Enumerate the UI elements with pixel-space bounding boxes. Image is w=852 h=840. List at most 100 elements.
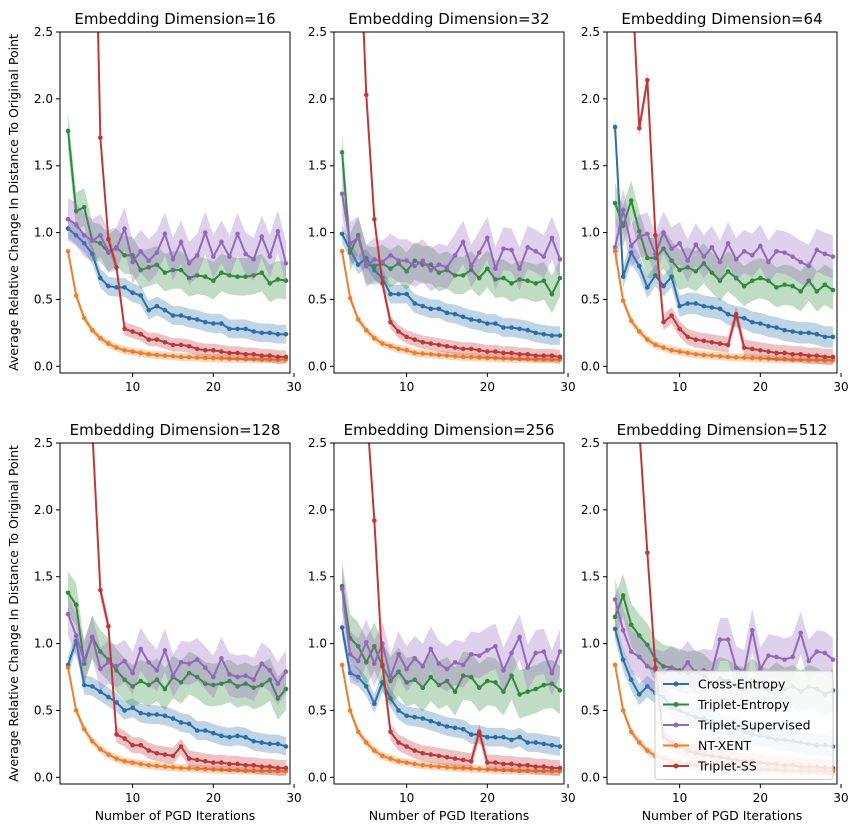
point-cross-entropy: [130, 290, 135, 296]
point-nt-xent: [814, 357, 820, 363]
point-triplet-ss: [130, 329, 135, 334]
point-triplet-entropy: [661, 664, 666, 669]
point-nt-xent: [476, 766, 482, 772]
point-nt-xent: [202, 766, 208, 772]
point-cross-entropy: [766, 323, 771, 329]
point-triplet-supervised: [669, 665, 674, 670]
point-triplet-supervised: [428, 267, 434, 273]
line-triplet-supervised: [341, 193, 561, 272]
point-triplet-supervised: [525, 665, 530, 670]
point-triplet-supervised: [202, 230, 208, 235]
point-cross-entropy: [557, 744, 563, 749]
point-triplet-supervised: [106, 660, 111, 665]
point-cross-entropy: [798, 330, 803, 336]
point-nt-xent: [380, 753, 385, 759]
point-triplet-entropy: [283, 686, 289, 692]
point-triplet-entropy: [412, 258, 418, 263]
point-nt-xent: [436, 352, 442, 358]
point-triplet-supervised: [806, 658, 812, 664]
point-cross-entropy: [259, 330, 265, 336]
point-triplet-supervised: [283, 669, 289, 674]
point-triplet-supervised: [485, 235, 490, 241]
y-tick-label: 0.5: [581, 703, 600, 717]
point-nt-xent: [227, 767, 232, 773]
point-triplet-entropy: [275, 696, 281, 701]
point-triplet-ss: [557, 765, 563, 771]
point-triplet-supervised: [283, 261, 289, 266]
point-triplet-ss: [412, 337, 418, 342]
legend-label-triplet-entropy: Triplet-Entropy: [697, 697, 790, 712]
point-cross-entropy: [636, 692, 642, 697]
point-triplet-entropy: [73, 602, 79, 608]
point-nt-xent: [628, 729, 634, 735]
point-triplet-ss: [170, 753, 176, 759]
y-tick-label: 1.5: [308, 570, 327, 584]
point-triplet-entropy: [162, 686, 168, 692]
point-triplet-entropy: [717, 278, 723, 284]
point-nt-xent: [106, 341, 111, 346]
line-nt-xent: [341, 251, 560, 361]
point-triplet-entropy: [468, 267, 474, 273]
point-cross-entropy: [525, 327, 530, 333]
point-triplet-entropy: [283, 278, 289, 284]
point-triplet-entropy: [701, 261, 707, 266]
point-triplet-entropy: [122, 677, 127, 682]
y-tick-label: 2.5: [308, 25, 327, 39]
point-nt-xent: [347, 295, 353, 301]
x-tick-label: 20: [753, 791, 768, 805]
point-cross-entropy: [283, 744, 289, 749]
point-cross-entropy: [73, 232, 79, 238]
point-nt-xent: [98, 746, 103, 752]
point-triplet-entropy: [485, 266, 490, 271]
point-cross-entropy: [636, 263, 642, 269]
point-triplet-entropy: [194, 674, 200, 680]
point-triplet-ss: [275, 354, 281, 360]
point-nt-xent: [766, 356, 771, 362]
point-triplet-supervised: [525, 244, 530, 250]
point-triplet-entropy: [645, 255, 650, 261]
point-triplet-ss: [194, 757, 200, 763]
point-cross-entropy: [211, 730, 216, 736]
point-cross-entropy: [162, 307, 168, 313]
point-triplet-supervised: [138, 646, 144, 652]
point-triplet-supervised: [741, 249, 747, 254]
point-cross-entropy: [782, 327, 787, 333]
point-triplet-supervised: [194, 657, 200, 662]
x-tick-label: 10: [399, 791, 414, 805]
point-triplet-supervised: [227, 254, 232, 259]
x-tick-label: 20: [480, 380, 495, 394]
point-triplet-supervised: [347, 651, 353, 657]
point-triplet-supervised: [363, 263, 369, 269]
point-triplet-supervised: [806, 263, 812, 269]
y-tick-label: 1.5: [581, 159, 600, 173]
point-cross-entropy: [98, 689, 103, 695]
point-triplet-ss: [243, 351, 248, 357]
point-triplet-supervised: [645, 664, 650, 669]
point-triplet-entropy: [709, 270, 715, 276]
y-tick-label: 2.0: [308, 503, 327, 517]
panel-5: Embedding Dimension=256 0.0 0.5 1.0 1.5 2.0 2.…: [308, 421, 576, 823]
point-cross-entropy: [243, 326, 248, 332]
x-tick-label: 30: [286, 791, 301, 805]
point-nt-xent: [227, 356, 232, 362]
point-nt-xent: [653, 342, 658, 348]
band-triplet-entropy: [342, 133, 560, 313]
point-triplet-supervised: [412, 263, 418, 269]
point-nt-xent: [533, 768, 539, 774]
panel-title: Embedding Dimension=16: [74, 10, 275, 28]
point-cross-entropy: [677, 303, 682, 309]
point-triplet-entropy: [372, 263, 377, 269]
point-triplet-entropy: [541, 278, 547, 284]
point-triplet-supervised: [766, 653, 771, 658]
point-triplet-entropy: [557, 688, 563, 693]
point-triplet-ss: [404, 334, 409, 340]
point-triplet-supervised: [685, 660, 691, 665]
point-nt-xent: [235, 768, 240, 773]
point-triplet-supervised: [396, 258, 401, 263]
panel-title: Embedding Dimension=128: [70, 421, 281, 439]
point-nt-xent: [219, 356, 224, 361]
point-triplet-supervised: [685, 258, 691, 263]
point-triplet-ss: [485, 349, 490, 354]
point-triplet-supervised: [717, 259, 723, 265]
point-cross-entropy: [170, 313, 176, 318]
